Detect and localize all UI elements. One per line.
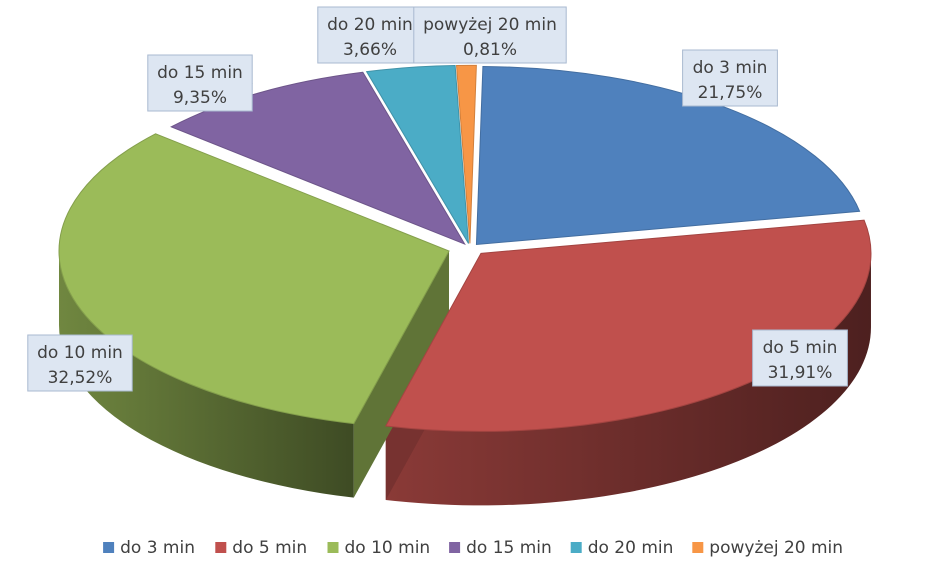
legend-swatch xyxy=(103,542,115,553)
pie-slice-3 xyxy=(170,71,466,246)
data-label-box xyxy=(752,329,848,387)
data-label-category: do 15 min xyxy=(157,63,243,83)
data-label: do 5 min 31,91% xyxy=(752,329,848,387)
pie-slice-tops xyxy=(58,64,872,432)
data-label-category: do 10 min xyxy=(37,343,123,363)
data-label: powyżej 20 min 0,81% xyxy=(413,6,567,64)
legend-label: do 5 min xyxy=(232,538,307,558)
data-label-category: do 5 min xyxy=(763,338,838,358)
data-label-box xyxy=(147,54,253,112)
legend-swatch xyxy=(692,542,704,553)
data-label-category: powyżej 20 min xyxy=(423,15,557,35)
data-label-value: 32,52% xyxy=(48,368,113,388)
legend-swatch xyxy=(570,542,582,553)
data-label-value: 9,35% xyxy=(173,88,227,108)
legend-label: do 15 min xyxy=(466,538,552,558)
data-label: do 15 min 9,35% xyxy=(147,54,253,112)
legend-item: powyżej 20 min xyxy=(692,538,843,558)
pie-slice-0 xyxy=(475,66,861,246)
legend-item: do 15 min xyxy=(449,538,552,558)
data-label-box xyxy=(27,334,133,392)
data-label: do 3 min 21,75% xyxy=(682,49,778,107)
data-labels: do 3 min 21,75% do 5 min 31,91% do 10 min 32,… xyxy=(27,6,848,392)
legend-item: do 20 min xyxy=(570,538,674,558)
legend-label: do 20 min xyxy=(588,538,674,558)
data-label-category: do 3 min xyxy=(693,58,768,78)
data-label-category: do 20 min xyxy=(327,15,413,35)
data-label-box xyxy=(413,6,567,64)
legend-item: do 10 min xyxy=(327,538,431,558)
legend-swatch xyxy=(449,542,461,553)
pie-slice-2 xyxy=(58,133,450,425)
data-label-value: 3,66% xyxy=(343,40,397,60)
legend-item: do 5 min xyxy=(215,538,307,558)
data-label-value: 0,81% xyxy=(463,40,517,60)
pie-slice-side xyxy=(385,253,871,506)
legend-label: powyżej 20 min xyxy=(709,538,843,558)
data-label: do 20 min 3,66% xyxy=(317,6,423,64)
data-label-value: 31,91% xyxy=(768,363,833,383)
pie-slice-4 xyxy=(365,65,470,244)
pie-slice-side xyxy=(58,251,354,498)
legend: do 3 min do 5 min do 10 min do 15 min do 20 … xyxy=(103,538,843,558)
pie-slice-cut-face xyxy=(353,251,449,498)
legend-label: do 3 min xyxy=(120,538,195,558)
legend-swatch xyxy=(215,542,227,553)
pie-slice-1 xyxy=(384,219,872,432)
legend-label: do 10 min xyxy=(345,538,431,558)
legend-swatch xyxy=(327,542,339,553)
data-label-value: 21,75% xyxy=(698,83,763,103)
data-label: do 10 min 32,52% xyxy=(27,334,133,392)
legend-item: do 3 min xyxy=(103,538,195,558)
data-label-box xyxy=(317,6,423,64)
pie-slice-5 xyxy=(455,64,477,244)
data-label-box xyxy=(682,49,778,107)
